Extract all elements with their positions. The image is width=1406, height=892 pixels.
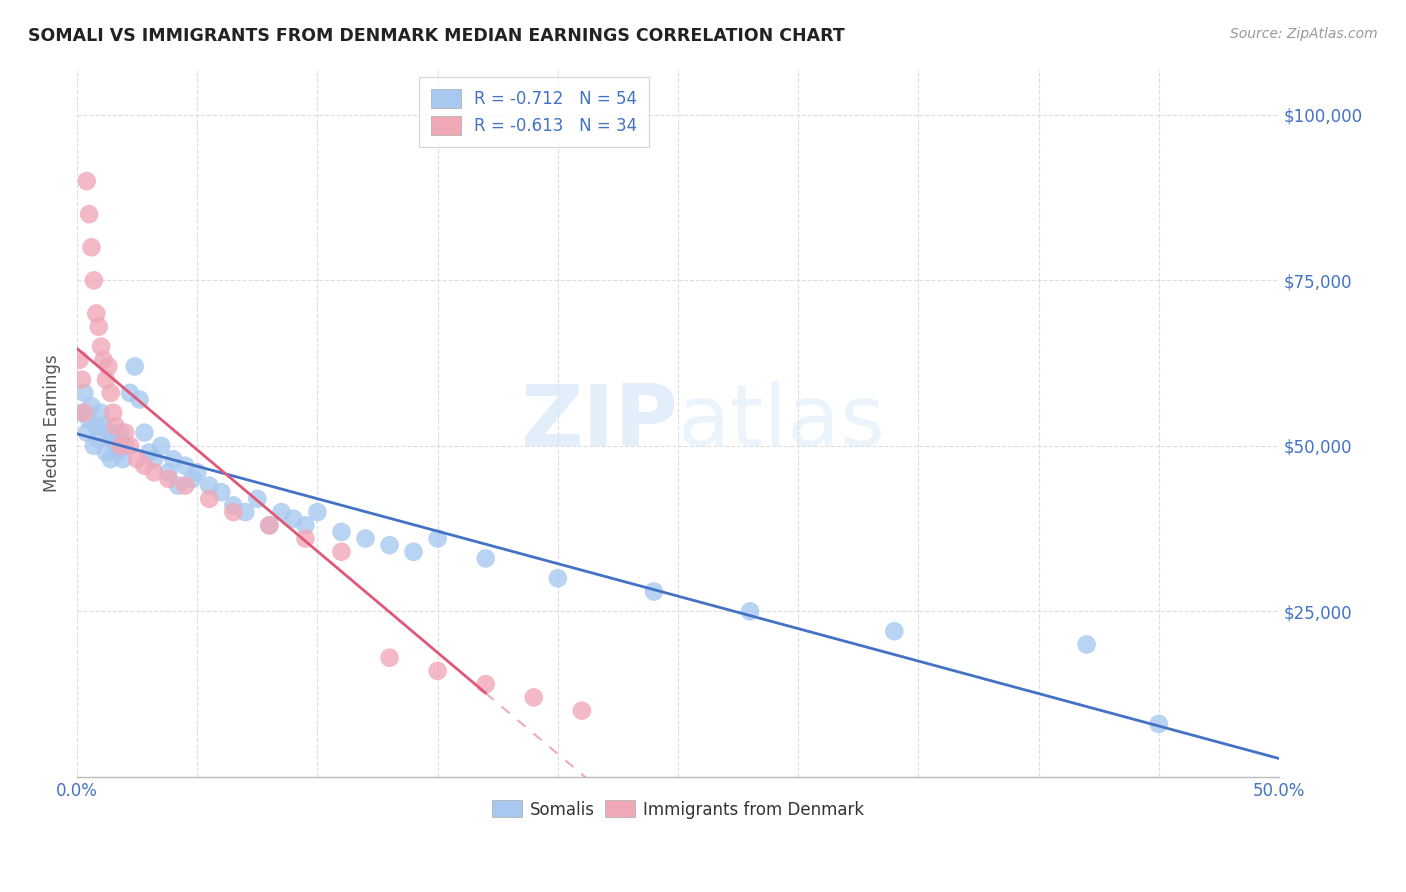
Point	[143, 452, 166, 467]
Point	[259, 518, 281, 533]
Point	[162, 452, 184, 467]
Point	[474, 551, 496, 566]
Point	[93, 352, 115, 367]
Point	[77, 412, 100, 426]
Point	[174, 478, 197, 492]
Point	[1147, 717, 1170, 731]
Point	[259, 518, 281, 533]
Point	[283, 511, 305, 525]
Legend: Somalis, Immigrants from Denmark: Somalis, Immigrants from Denmark	[485, 794, 872, 825]
Text: atlas: atlas	[678, 381, 886, 464]
Point	[101, 432, 124, 446]
Point	[134, 425, 156, 440]
Point	[1076, 637, 1098, 651]
Point	[547, 571, 569, 585]
Point	[73, 406, 96, 420]
Point	[69, 352, 91, 367]
Point	[70, 406, 93, 420]
Point	[110, 425, 132, 440]
Text: Source: ZipAtlas.com: Source: ZipAtlas.com	[1230, 27, 1378, 41]
Point	[114, 425, 136, 440]
Point	[94, 373, 117, 387]
Point	[209, 485, 232, 500]
Point	[87, 319, 110, 334]
Point	[97, 425, 120, 440]
Text: SOMALI VS IMMIGRANTS FROM DENMARK MEDIAN EARNINGS CORRELATION CHART: SOMALI VS IMMIGRANTS FROM DENMARK MEDIAN…	[28, 27, 845, 45]
Point	[114, 439, 136, 453]
Point	[104, 439, 127, 453]
Point	[101, 406, 124, 420]
Point	[70, 373, 93, 387]
Point	[222, 499, 245, 513]
Point	[740, 604, 762, 618]
Point	[157, 466, 180, 480]
Point	[77, 207, 100, 221]
Point	[167, 478, 190, 492]
Point	[181, 472, 204, 486]
Point	[90, 340, 112, 354]
Point	[354, 532, 377, 546]
Point	[174, 458, 197, 473]
Point	[571, 704, 593, 718]
Point	[118, 439, 141, 453]
Point	[138, 445, 160, 459]
Point	[143, 466, 166, 480]
Point	[402, 545, 425, 559]
Point	[186, 466, 208, 480]
Text: ZIP: ZIP	[520, 381, 678, 464]
Point	[198, 491, 221, 506]
Point	[157, 472, 180, 486]
Point	[110, 439, 132, 453]
Point	[523, 690, 546, 705]
Point	[90, 406, 112, 420]
Point	[76, 425, 98, 440]
Point	[643, 584, 665, 599]
Point	[83, 439, 105, 453]
Point	[426, 664, 449, 678]
Point	[104, 419, 127, 434]
Point	[330, 545, 353, 559]
Point	[883, 624, 905, 639]
Point	[86, 419, 108, 434]
Point	[330, 524, 353, 539]
Point	[100, 452, 122, 467]
Point	[118, 385, 141, 400]
Point	[111, 452, 134, 467]
Point	[128, 392, 150, 407]
Point	[378, 650, 401, 665]
Point	[93, 419, 115, 434]
Point	[134, 458, 156, 473]
Point	[80, 240, 103, 254]
Point	[246, 491, 269, 506]
Point	[270, 505, 292, 519]
Point	[97, 359, 120, 374]
Point	[124, 359, 146, 374]
Point	[94, 445, 117, 459]
Point	[294, 518, 316, 533]
Y-axis label: Median Earnings: Median Earnings	[44, 354, 60, 491]
Point	[426, 532, 449, 546]
Point	[83, 273, 105, 287]
Point	[233, 505, 256, 519]
Point	[80, 399, 103, 413]
Point	[150, 439, 173, 453]
Point	[87, 432, 110, 446]
Point	[127, 452, 149, 467]
Point	[294, 532, 316, 546]
Point	[76, 174, 98, 188]
Point	[107, 445, 129, 459]
Point	[86, 306, 108, 320]
Point	[198, 478, 221, 492]
Point	[73, 385, 96, 400]
Point	[100, 385, 122, 400]
Point	[474, 677, 496, 691]
Point	[222, 505, 245, 519]
Point	[378, 538, 401, 552]
Point	[307, 505, 329, 519]
